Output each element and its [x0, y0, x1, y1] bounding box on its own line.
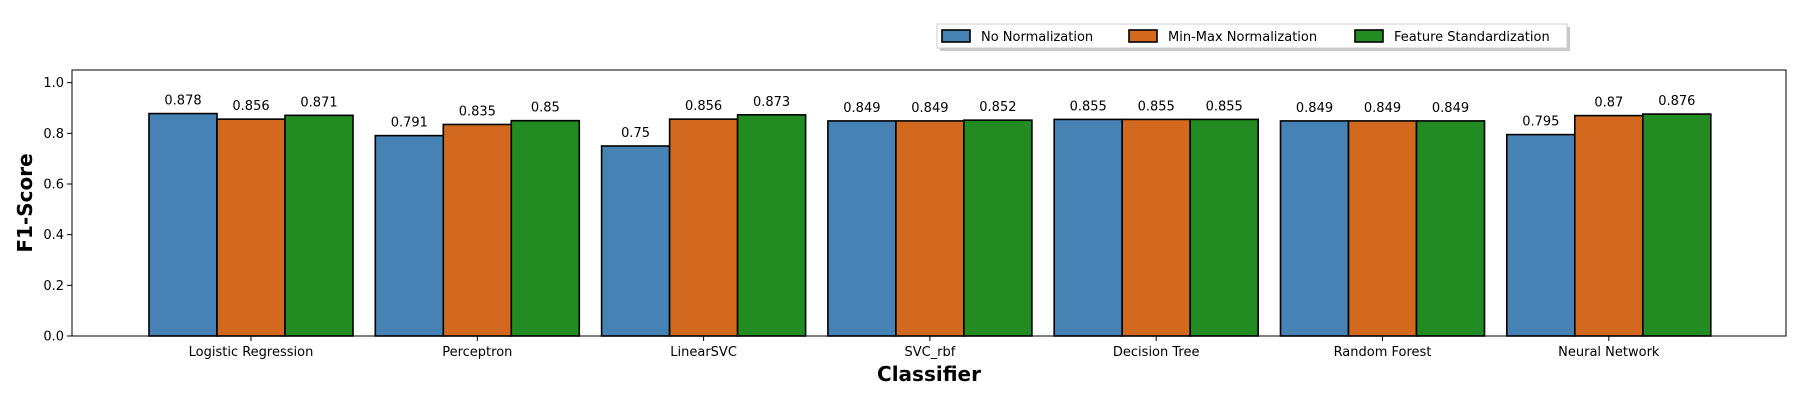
y-tick-label: 0.0 [43, 330, 64, 345]
bar-value-label: 0.871 [300, 95, 337, 110]
bar-value-label: 0.85 [531, 101, 560, 116]
bar-value-label: 0.856 [232, 99, 269, 114]
bar-value-label: 0.878 [164, 94, 201, 109]
plot-frame [71, 69, 1787, 337]
bar-value-label: 0.795 [1522, 115, 1559, 130]
bar [668, 118, 739, 337]
bar [442, 123, 513, 337]
x-tick-label: LinearSVC [670, 345, 737, 360]
bar-value-label: 0.75 [621, 126, 650, 141]
bar-value-label: 0.849 [1364, 101, 1401, 116]
bar [1189, 118, 1259, 337]
data-labels-group: 0.878 0.856 0.871 0.791 0.835 0.85 0.75 0.856 0.… [164, 94, 1695, 141]
bar-value-label: 0.856 [685, 99, 722, 114]
bar-value-label: 0.852 [979, 100, 1016, 115]
bar-value-label: 0.876 [1658, 94, 1695, 109]
bar [895, 120, 965, 337]
x-tick-label: Logistic Regression [189, 345, 314, 360]
bar [510, 119, 581, 337]
bar-value-label: 0.849 [1296, 101, 1333, 116]
x-tick-label: SVC_rbf [904, 345, 955, 360]
bar [1347, 120, 1418, 337]
bar [963, 119, 1033, 337]
bar [827, 120, 897, 337]
legend-swatch [941, 29, 971, 43]
bar [1415, 120, 1486, 337]
bar [1053, 118, 1123, 337]
bar [284, 114, 354, 337]
bar-value-label: 0.835 [459, 104, 496, 119]
legend-entry-label: Feature Standardization [1394, 30, 1550, 45]
legend-swatch [1354, 29, 1384, 43]
bar-value-label: 0.849 [1432, 101, 1469, 116]
bars-group [148, 112, 1712, 337]
legend-swatch [1128, 29, 1158, 43]
bar [1642, 113, 1712, 337]
bar-value-label: 0.855 [1206, 99, 1243, 114]
x-axis-label: Classifier [877, 362, 981, 386]
y-axis: 0.0 0.2 0.4 0.6 0.8 1.0 [43, 76, 72, 345]
bar [1121, 118, 1191, 337]
bar [374, 134, 445, 337]
bar [216, 118, 286, 337]
bar [1574, 114, 1644, 337]
x-tick-label: Decision Tree [1113, 345, 1200, 360]
bar [148, 112, 218, 337]
bar [600, 145, 671, 337]
bar-value-label: 0.855 [1138, 99, 1175, 114]
y-tick-label: 0.2 [43, 279, 64, 294]
bar-value-label: 0.791 [391, 116, 428, 131]
bar [736, 114, 807, 337]
legend: No Normalization Min-Max Normalization Fea… [936, 23, 1570, 51]
legend-entry-label: No Normalization [981, 30, 1093, 45]
legend-entry-label: Min-Max Normalization [1168, 30, 1317, 45]
bar-value-label: 0.849 [911, 101, 948, 116]
x-axis: Logistic Regression Perceptron LinearSVC SV… [189, 336, 1660, 360]
y-axis-label: F1-Score [13, 153, 37, 252]
bar [1279, 120, 1350, 337]
y-tick-label: 0.8 [43, 127, 64, 142]
bar-value-label: 0.873 [753, 95, 790, 110]
bar-value-label: 0.87 [1594, 96, 1623, 111]
x-tick-label: Random Forest [1334, 345, 1432, 360]
x-tick-label: Neural Network [1558, 345, 1660, 360]
bar [1506, 133, 1576, 337]
legend-box [936, 23, 1568, 49]
y-tick-label: 0.6 [43, 178, 64, 193]
y-tick-label: 0.4 [43, 228, 64, 243]
y-tick-label: 1.0 [43, 76, 64, 91]
bar-value-label: 0.849 [843, 101, 880, 116]
bar-value-label: 0.855 [1070, 99, 1107, 114]
x-tick-label: Perceptron [442, 345, 512, 360]
